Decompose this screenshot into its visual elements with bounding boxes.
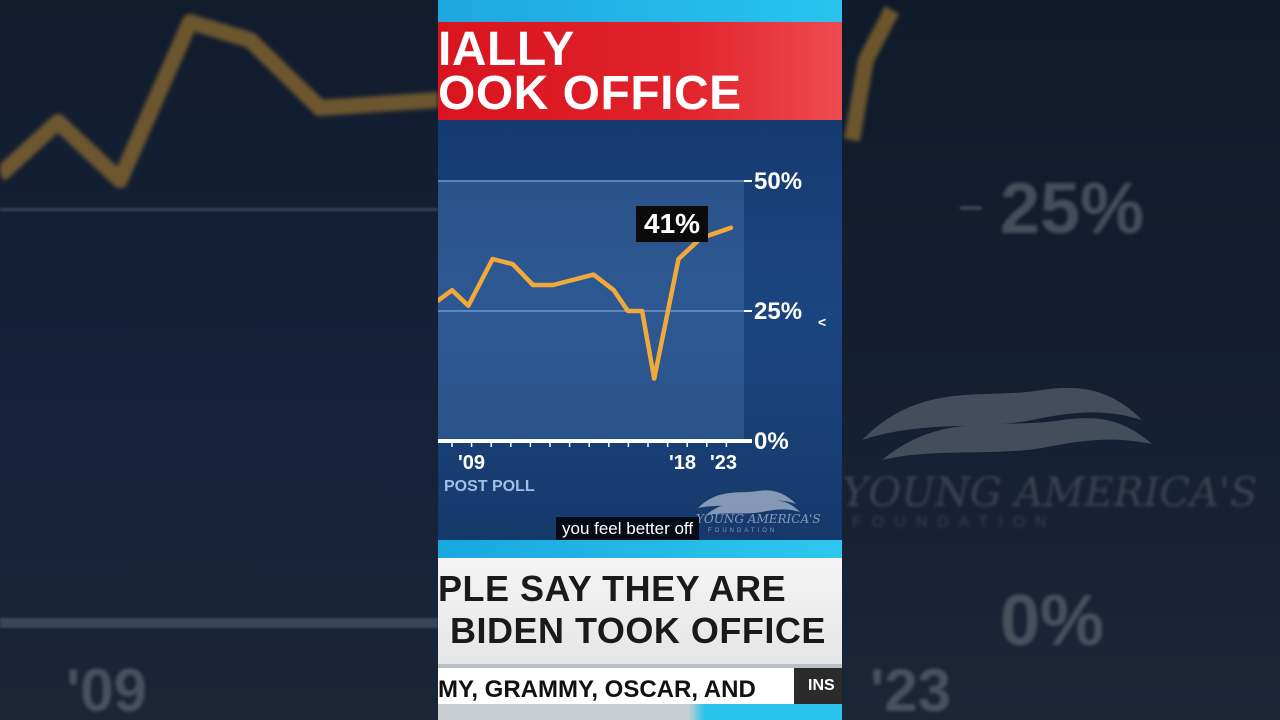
backdrop-left-gridline xyxy=(0,208,438,211)
lower-third: PLE SAY THEY ARE BIDEN TOOK OFFICE xyxy=(438,558,842,664)
watermark-sub: FOUNDATION xyxy=(708,528,778,534)
x-tick-23: '23 xyxy=(710,452,738,474)
cyan-band xyxy=(438,540,842,558)
backdrop-right-tick-0: 0% xyxy=(1000,581,1105,661)
backdrop-right-watermark-sub: FOUNDATION xyxy=(852,514,1057,531)
backdrop-left-tick: '09 xyxy=(66,657,148,720)
ticker-box: MY, GRAMMY, OSCAR, AND xyxy=(438,668,794,704)
flag-logo-icon xyxy=(698,490,800,515)
backdrop-right-tick-25: 25% xyxy=(1000,169,1145,249)
y-tick-0: 0% xyxy=(754,428,789,455)
subtitle-caption: you feel better off xyxy=(556,517,700,541)
headline-line-1: IALLY xyxy=(438,23,575,76)
backdrop-right-line xyxy=(844,6,900,142)
backdrop-left-axis xyxy=(0,618,438,628)
news-ticker: MY, GRAMMY, OSCAR, AND INS xyxy=(438,664,842,720)
value-callout: 41% xyxy=(636,206,709,242)
lower-third-line-2: BIDEN TOOK OFFICE xyxy=(450,610,826,651)
y-tick-25: 25% xyxy=(754,298,803,325)
chart-source: POST POLL xyxy=(444,478,535,495)
chart-area: 50% 25% 0% < '09 '18 '23 POST POLL 41% Y… xyxy=(438,120,842,541)
ticker-bottom-band xyxy=(438,704,842,720)
x-tick-09: '09 xyxy=(458,452,486,474)
backdrop-right-watermark: YOUNG AMERICA'S xyxy=(842,470,1258,516)
arrow-left-icon: < xyxy=(818,314,827,330)
ticker-tag: INS xyxy=(794,668,842,704)
ticker-tag-label: INS xyxy=(808,677,835,694)
backdrop-left-line xyxy=(0,14,438,188)
watermark: YOUNG AMERICA'S FOUNDATION xyxy=(694,482,821,538)
backdrop-right-tick-23: '23 xyxy=(870,657,952,720)
top-strip xyxy=(438,0,842,22)
headline-line-2: OOK OFFICE xyxy=(438,67,742,120)
series-line-0 xyxy=(438,225,734,381)
backdrop-right: 25% 0% '23 YOUNG AMERICA'S FOUNDATION xyxy=(842,0,1280,720)
backdrop-left: '09 xyxy=(0,0,438,720)
line-chart xyxy=(438,180,752,447)
backdrop-right-tick-mark xyxy=(960,206,982,210)
y-tick-50: 50% xyxy=(754,168,803,195)
lower-third-line-1: PLE SAY THEY ARE xyxy=(438,568,787,609)
backdrop-right-flag-icon xyxy=(862,387,1152,460)
headline-banner: IALLY OOK OFFICE xyxy=(438,22,842,120)
video-frame: IALLY OOK OFFICE 50% 25% 0% < '09 '18 '2… xyxy=(438,0,842,720)
watermark-text: YOUNG AMERICA'S xyxy=(696,512,821,526)
x-tick-18: '18 xyxy=(669,452,697,474)
ticker-text: MY, GRAMMY, OSCAR, AND xyxy=(438,676,756,703)
